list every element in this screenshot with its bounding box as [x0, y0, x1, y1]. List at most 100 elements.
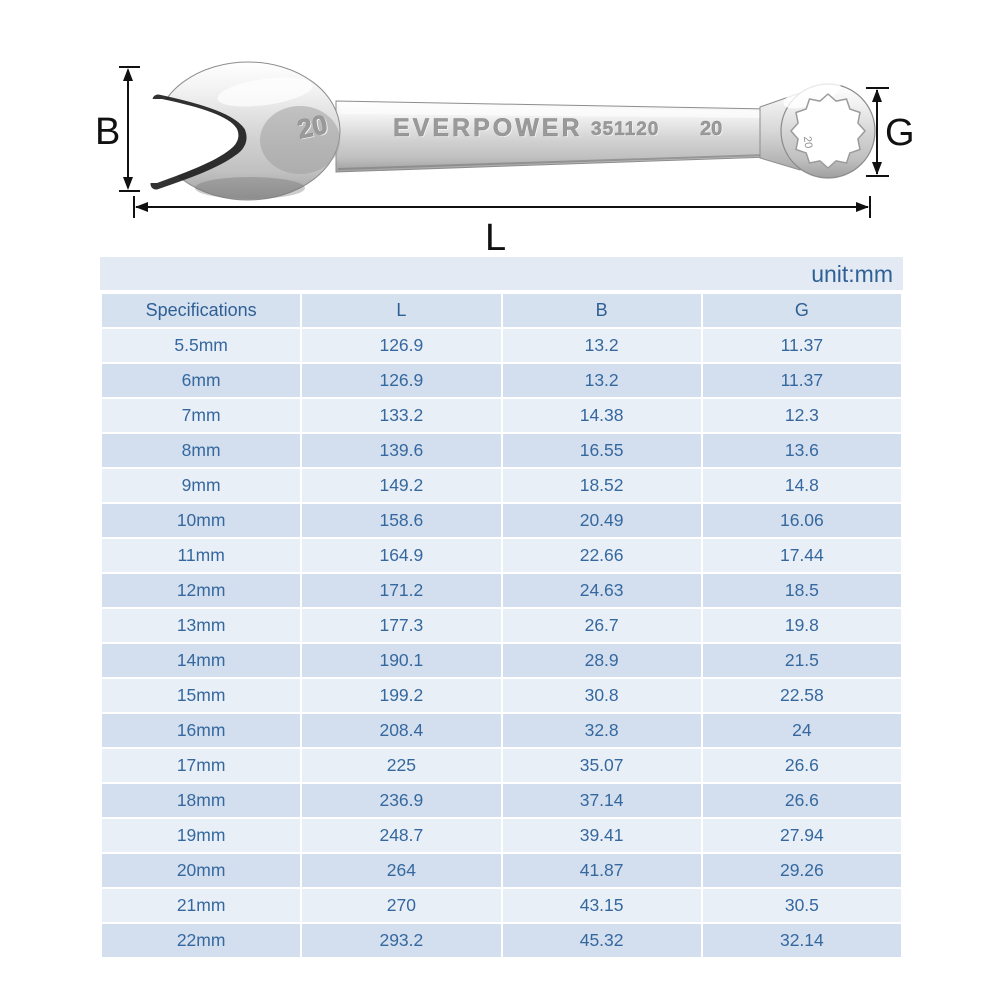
header-row: Specifications L B G	[99, 292, 904, 329]
value-cell: 19.8	[700, 607, 904, 644]
brand-marking-highlight: EVERPOWER	[394, 115, 584, 143]
table-row: 22mm 293.2 45.32 32.14	[99, 922, 904, 959]
value-cell: 18.5	[700, 572, 904, 609]
value-cell: 236.9	[300, 782, 503, 819]
value-cell: 293.2	[300, 922, 503, 959]
value-cell: 17.44	[700, 537, 904, 574]
value-cell: 190.1	[300, 642, 503, 679]
value-cell: 39.41	[500, 817, 703, 854]
col-header-b: B	[500, 292, 703, 329]
value-cell: 248.7	[300, 817, 503, 854]
spec-cell: 15mm	[99, 677, 303, 714]
wrench-diagram: 20 20 EVERPOWER EVERPOWER 351120 351120 …	[0, 0, 1000, 259]
table-row: 15mm 199.2 30.8 22.58	[99, 677, 904, 714]
head-size-marking-highlight: 20	[296, 110, 332, 146]
value-cell: 14.8	[700, 467, 904, 504]
value-cell: 12.3	[700, 397, 904, 434]
spec-cell: 19mm	[99, 817, 303, 854]
spec-cell: 14mm	[99, 642, 303, 679]
table-row: 9mm 149.2 18.52 14.8	[99, 467, 904, 504]
wrench-markings: 20 20 EVERPOWER EVERPOWER 351120 351120 …	[294, 109, 814, 149]
shaft-size-marking-highlight: 20	[701, 119, 723, 141]
value-cell: 164.9	[300, 537, 503, 574]
value-cell: 37.14	[500, 782, 703, 819]
table-row: 13mm 177.3 26.7 19.8	[99, 607, 904, 644]
spec-cell: 10mm	[99, 502, 303, 539]
table-row: 10mm 158.6 20.49 16.06	[99, 502, 904, 539]
value-cell: 29.26	[700, 852, 904, 889]
value-cell: 11.37	[700, 362, 904, 399]
table-row: 5.5mm 126.9 13.2 11.37	[99, 327, 904, 364]
value-cell: 158.6	[300, 502, 503, 539]
col-header-g: G	[700, 292, 904, 329]
spec-cell: 11mm	[99, 537, 303, 574]
value-cell: 149.2	[300, 467, 503, 504]
dimension-b	[119, 66, 140, 192]
spec-cell: 22mm	[99, 922, 303, 959]
model-code-marking: 351120	[591, 119, 659, 140]
spec-cell: 12mm	[99, 572, 303, 609]
value-cell: 13.2	[500, 327, 703, 364]
spec-cell: 16mm	[99, 712, 303, 749]
value-cell: 177.3	[300, 607, 503, 644]
value-cell: 225	[300, 747, 503, 784]
value-cell: 18.52	[500, 467, 703, 504]
value-cell: 21.5	[700, 642, 904, 679]
value-cell: 16.55	[500, 432, 703, 469]
spec-cell: 13mm	[99, 607, 303, 644]
ring-hole	[790, 93, 866, 169]
table-row: 17mm 225 35.07 26.6	[99, 747, 904, 784]
value-cell: 171.2	[300, 572, 503, 609]
spec-cell: 17mm	[99, 747, 303, 784]
value-cell: 126.9	[300, 327, 503, 364]
dimension-g	[866, 87, 889, 177]
col-header-specifications: Specifications	[99, 292, 303, 329]
table-row: 21mm 270 43.15 30.5	[99, 887, 904, 924]
table-row: 12mm 171.2 24.63 18.5	[99, 572, 904, 609]
value-cell: 22.66	[500, 537, 703, 574]
table-row: 7mm 133.2 14.38 12.3	[99, 397, 904, 434]
value-cell: 26.6	[700, 747, 904, 784]
col-header-l: L	[300, 292, 503, 329]
value-cell: 199.2	[300, 677, 503, 714]
table-row: 14mm 190.1 28.9 21.5	[99, 642, 904, 679]
spec-cell: 5.5mm	[99, 327, 303, 364]
table-row: 20mm 264 41.87 29.26	[99, 852, 904, 889]
value-cell: 30.5	[700, 887, 904, 924]
value-cell: 32.8	[500, 712, 703, 749]
value-cell: 208.4	[300, 712, 503, 749]
value-cell: 264	[300, 852, 503, 889]
unit-label: unit:mm	[100, 257, 903, 292]
wrench-illustration: 20 20 EVERPOWER EVERPOWER 351120 351120 …	[95, 61, 915, 259]
value-cell: 27.94	[700, 817, 904, 854]
spec-cell: 21mm	[99, 887, 303, 924]
table-row: 16mm 208.4 32.8 24	[99, 712, 904, 749]
spec-cell: 18mm	[99, 782, 303, 819]
head-size-marking: 20	[295, 109, 331, 145]
dimension-b-label: B	[95, 111, 120, 153]
table-row: 18mm 236.9 37.14 26.6	[99, 782, 904, 819]
spec-cell: 9mm	[99, 467, 303, 504]
value-cell: 24	[700, 712, 904, 749]
value-cell: 20.49	[500, 502, 703, 539]
value-cell: 11.37	[700, 327, 904, 364]
value-cell: 139.6	[300, 432, 503, 469]
wrench-body: 20 20 EVERPOWER EVERPOWER 351120 351120 …	[124, 61, 876, 201]
spec-cell: 8mm	[99, 432, 303, 469]
value-cell: 45.32	[500, 922, 703, 959]
value-cell: 24.63	[500, 572, 703, 609]
spec-grid: Specifications L B G 5.5mm 126.9 13.2 11.37…	[99, 292, 904, 959]
spec-table: unit:mm Specifications L B G 5.5mm 126.9 1…	[99, 257, 904, 959]
value-cell: 26.6	[700, 782, 904, 819]
model-code-marking-highlight: 351120	[592, 120, 660, 141]
spec-cell: 7mm	[99, 397, 303, 434]
dimension-l	[133, 196, 871, 218]
value-cell: 26.7	[500, 607, 703, 644]
value-cell: 14.38	[500, 397, 703, 434]
value-cell: 43.15	[500, 887, 703, 924]
spec-cell: 6mm	[99, 362, 303, 399]
table-row: 11mm 164.9 22.66 17.44	[99, 537, 904, 574]
value-cell: 41.87	[500, 852, 703, 889]
dimension-g-label: G	[885, 112, 915, 154]
dimension-l-label: L	[485, 217, 506, 256]
